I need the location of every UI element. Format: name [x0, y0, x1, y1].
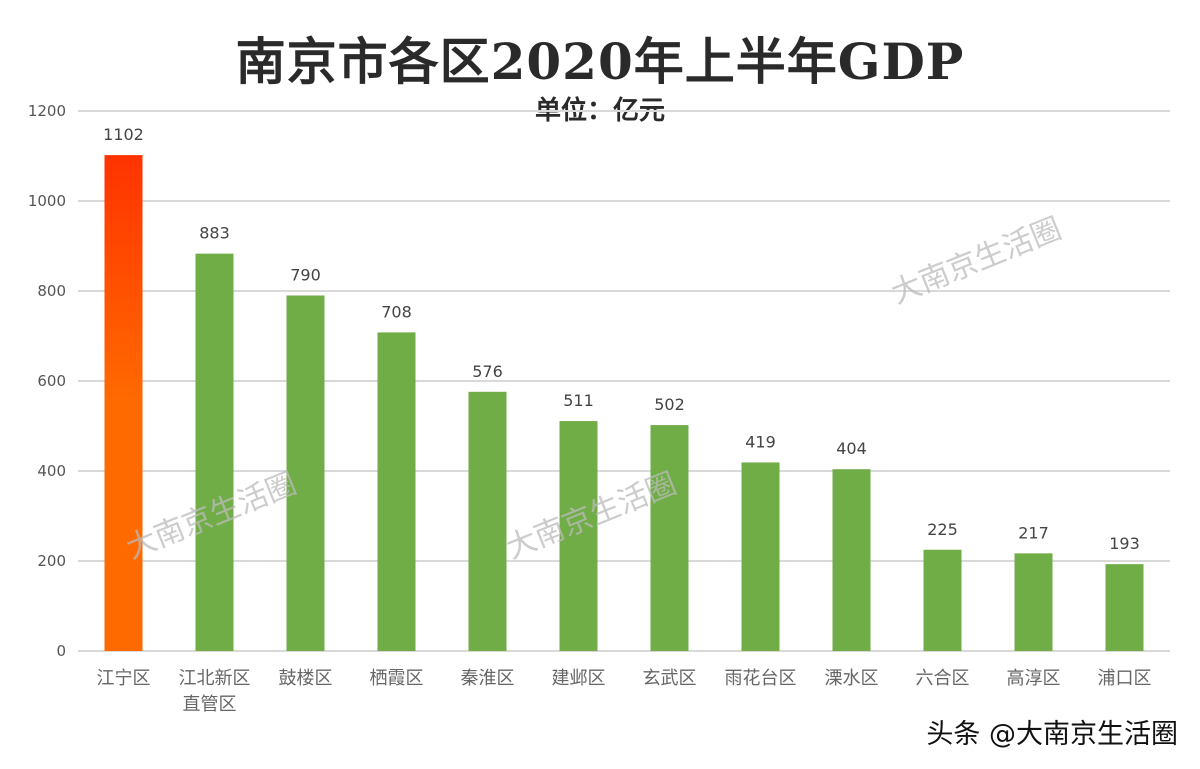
data-label: 511	[563, 391, 594, 410]
x-tick-label: 溧水区	[825, 668, 879, 689]
x-tick-label: 江宁区	[97, 668, 151, 689]
x-tick-label: 浦口区	[1098, 668, 1152, 689]
bar	[832, 469, 871, 651]
bar	[650, 425, 689, 651]
data-label: 217	[1018, 523, 1049, 542]
bar	[741, 462, 780, 651]
x-tick-label: 高淳区	[1007, 668, 1061, 689]
x-tick-label: 建邺区	[552, 668, 606, 689]
footer-credit: 头条 @大南京生活圈	[926, 719, 1178, 750]
data-label: 1102	[103, 125, 144, 144]
x-tick-label: 栖霞区	[370, 668, 424, 689]
y-tick-label: 1200	[28, 102, 66, 120]
x-tick-label: 江北新区	[179, 668, 251, 689]
y-tick-label: 0	[56, 642, 66, 660]
x-tick-label: 直管区	[183, 694, 237, 715]
bar	[1014, 553, 1053, 651]
bar	[104, 155, 143, 651]
watermark: 大南京生活圈	[886, 211, 1066, 311]
data-label: 419	[745, 432, 776, 451]
data-label: 708	[381, 302, 412, 321]
y-tick-label: 400	[37, 462, 66, 480]
bar	[923, 549, 962, 651]
bar	[468, 391, 507, 651]
data-label: 193	[1109, 534, 1140, 553]
y-tick-label: 200	[37, 552, 66, 570]
bar	[286, 295, 325, 651]
data-label: 404	[836, 439, 867, 458]
data-label: 225	[927, 520, 958, 539]
bar	[377, 332, 416, 651]
y-tick-label: 800	[37, 282, 66, 300]
x-tick-label: 玄武区	[643, 668, 697, 689]
y-tick-label: 1000	[28, 192, 66, 210]
bar	[1105, 564, 1144, 651]
x-tick-label: 六合区	[916, 668, 970, 689]
data-label: 576	[472, 362, 503, 381]
x-tick-label: 雨花台区	[725, 668, 797, 689]
data-label: 883	[199, 224, 230, 243]
y-tick-label: 600	[37, 372, 66, 390]
bar	[559, 421, 598, 651]
x-tick-label: 鼓楼区	[279, 668, 333, 689]
bar	[195, 253, 234, 651]
chart-title: 南京市各区2020年上半年GDP	[235, 32, 965, 91]
data-label: 790	[290, 266, 321, 285]
x-tick-label: 秦淮区	[461, 668, 515, 689]
data-label: 502	[654, 395, 685, 414]
